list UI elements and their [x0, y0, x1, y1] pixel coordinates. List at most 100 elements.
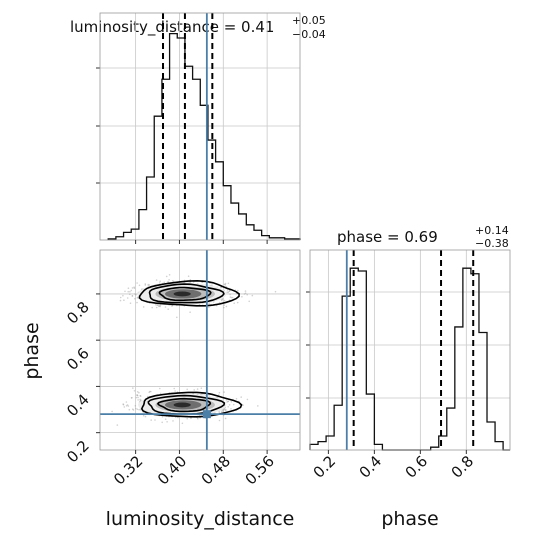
- frame-right: [309, 249, 511, 451]
- scatter-point: [149, 390, 151, 393]
- scatter-point: [227, 400, 229, 403]
- scatter-point: [220, 286, 222, 289]
- scatter-point: [132, 387, 134, 389]
- scatter-point: [193, 389, 195, 391]
- scatter-point: [163, 281, 165, 284]
- scatter-point: [228, 290, 231, 293]
- scatter-point: [151, 306, 153, 309]
- scatter-point: [146, 395, 149, 398]
- scatter-point: [135, 396, 138, 399]
- scatter-point: [136, 394, 139, 397]
- scatter-point: [227, 282, 230, 285]
- x-tick-label-luminosity-distance: 0.48: [198, 452, 234, 488]
- scatter-point: [225, 399, 228, 401]
- scatter-point: [129, 293, 131, 296]
- scatter-point: [135, 407, 137, 410]
- x-axis-label-phase: phase: [381, 508, 438, 530]
- scatter-point: [136, 394, 138, 396]
- scatter-point: [157, 304, 159, 307]
- scatter-point: [155, 279, 158, 281]
- scatter-point: [167, 308, 169, 311]
- scatter-point: [119, 296, 122, 299]
- scatter-point: [174, 390, 176, 392]
- scatter-point: [216, 396, 219, 399]
- scatter-point: [127, 290, 129, 293]
- scatter-point: [223, 408, 225, 411]
- scatter-point: [230, 296, 233, 299]
- scatter-point: [192, 392, 194, 395]
- title-luminosity-distance-sup: +0.05: [292, 14, 326, 27]
- scatter-point: [190, 417, 193, 419]
- scatter-point: [130, 289, 133, 292]
- scatter-point: [131, 295, 134, 297]
- scatter-point: [173, 387, 175, 390]
- histogram-phase: [309, 267, 510, 451]
- density-mode: [138, 391, 243, 418]
- scatter-point: [132, 409, 135, 411]
- scatter-point: [142, 306, 145, 308]
- scatter-point: [220, 286, 222, 289]
- scatter-point: [139, 398, 141, 401]
- scatter-point: [189, 311, 191, 314]
- scatter-point: [144, 284, 147, 286]
- scatter-point: [133, 390, 136, 392]
- contour-line: [147, 394, 226, 415]
- scatter-point: [223, 304, 225, 306]
- scatter-point: [122, 403, 124, 405]
- scatter-point: [134, 297, 136, 300]
- scatter-point: [148, 391, 150, 394]
- scatter-point: [229, 296, 232, 298]
- scatter-point: [161, 421, 163, 424]
- scatter-point: [200, 393, 203, 395]
- scatter-point: [131, 396, 133, 399]
- y-tick-label-phase: 0.2: [63, 437, 93, 467]
- scatter-point: [224, 409, 227, 411]
- scatter-point: [136, 394, 138, 396]
- scatter-point: [131, 295, 134, 297]
- scatter-point: [241, 296, 243, 298]
- scatter-point: [168, 274, 171, 276]
- scatter-point: [122, 403, 125, 406]
- scatter-point: [224, 282, 227, 285]
- scatter-point: [123, 299, 125, 302]
- scatter-point: [156, 304, 158, 306]
- scatter-point: [124, 290, 126, 293]
- scatter-point: [147, 285, 150, 287]
- scatter-point: [230, 408, 232, 410]
- scatter-point: [172, 420, 174, 422]
- density-fill-core: [173, 402, 191, 408]
- scatter-point: [208, 302, 210, 305]
- x-tick-label-luminosity-distance: 0.56: [242, 452, 278, 488]
- y-tick-label-phase: 0.8: [63, 298, 93, 328]
- scatter-point: [220, 411, 223, 413]
- contour-line: [158, 286, 212, 302]
- scatter-point: [164, 418, 167, 421]
- scatter-point: [218, 411, 221, 414]
- scatter-point: [251, 294, 254, 297]
- scatter-point: [236, 301, 239, 304]
- y-axis-label-phase: phase: [21, 322, 43, 379]
- scatter-point: [218, 419, 221, 422]
- title-phase-sup: +0.14: [475, 224, 509, 237]
- scatter-point: [159, 392, 162, 395]
- scatter-point: [155, 306, 158, 309]
- contour-line: [140, 391, 243, 418]
- density-fill-core: [173, 291, 191, 297]
- scatter-point: [138, 391, 140, 394]
- y-tick-label-phase: 0.6: [63, 344, 93, 374]
- scatter-point: [111, 410, 113, 413]
- scatter-point: [139, 408, 142, 411]
- scatter-point: [223, 391, 225, 393]
- scatter-point: [240, 396, 242, 398]
- scatter-point: [137, 296, 139, 299]
- scatter-point: [230, 401, 233, 403]
- scatter-point: [142, 414, 145, 417]
- scatter-point: [136, 408, 139, 411]
- scatter-point: [122, 294, 124, 297]
- scatter-point: [144, 283, 147, 285]
- scatter-point: [126, 404, 129, 406]
- title-phase-sub: −0.38: [475, 237, 509, 250]
- scatter-point: [186, 388, 188, 391]
- scatter-point: [223, 299, 226, 302]
- scatter-point: [133, 287, 136, 290]
